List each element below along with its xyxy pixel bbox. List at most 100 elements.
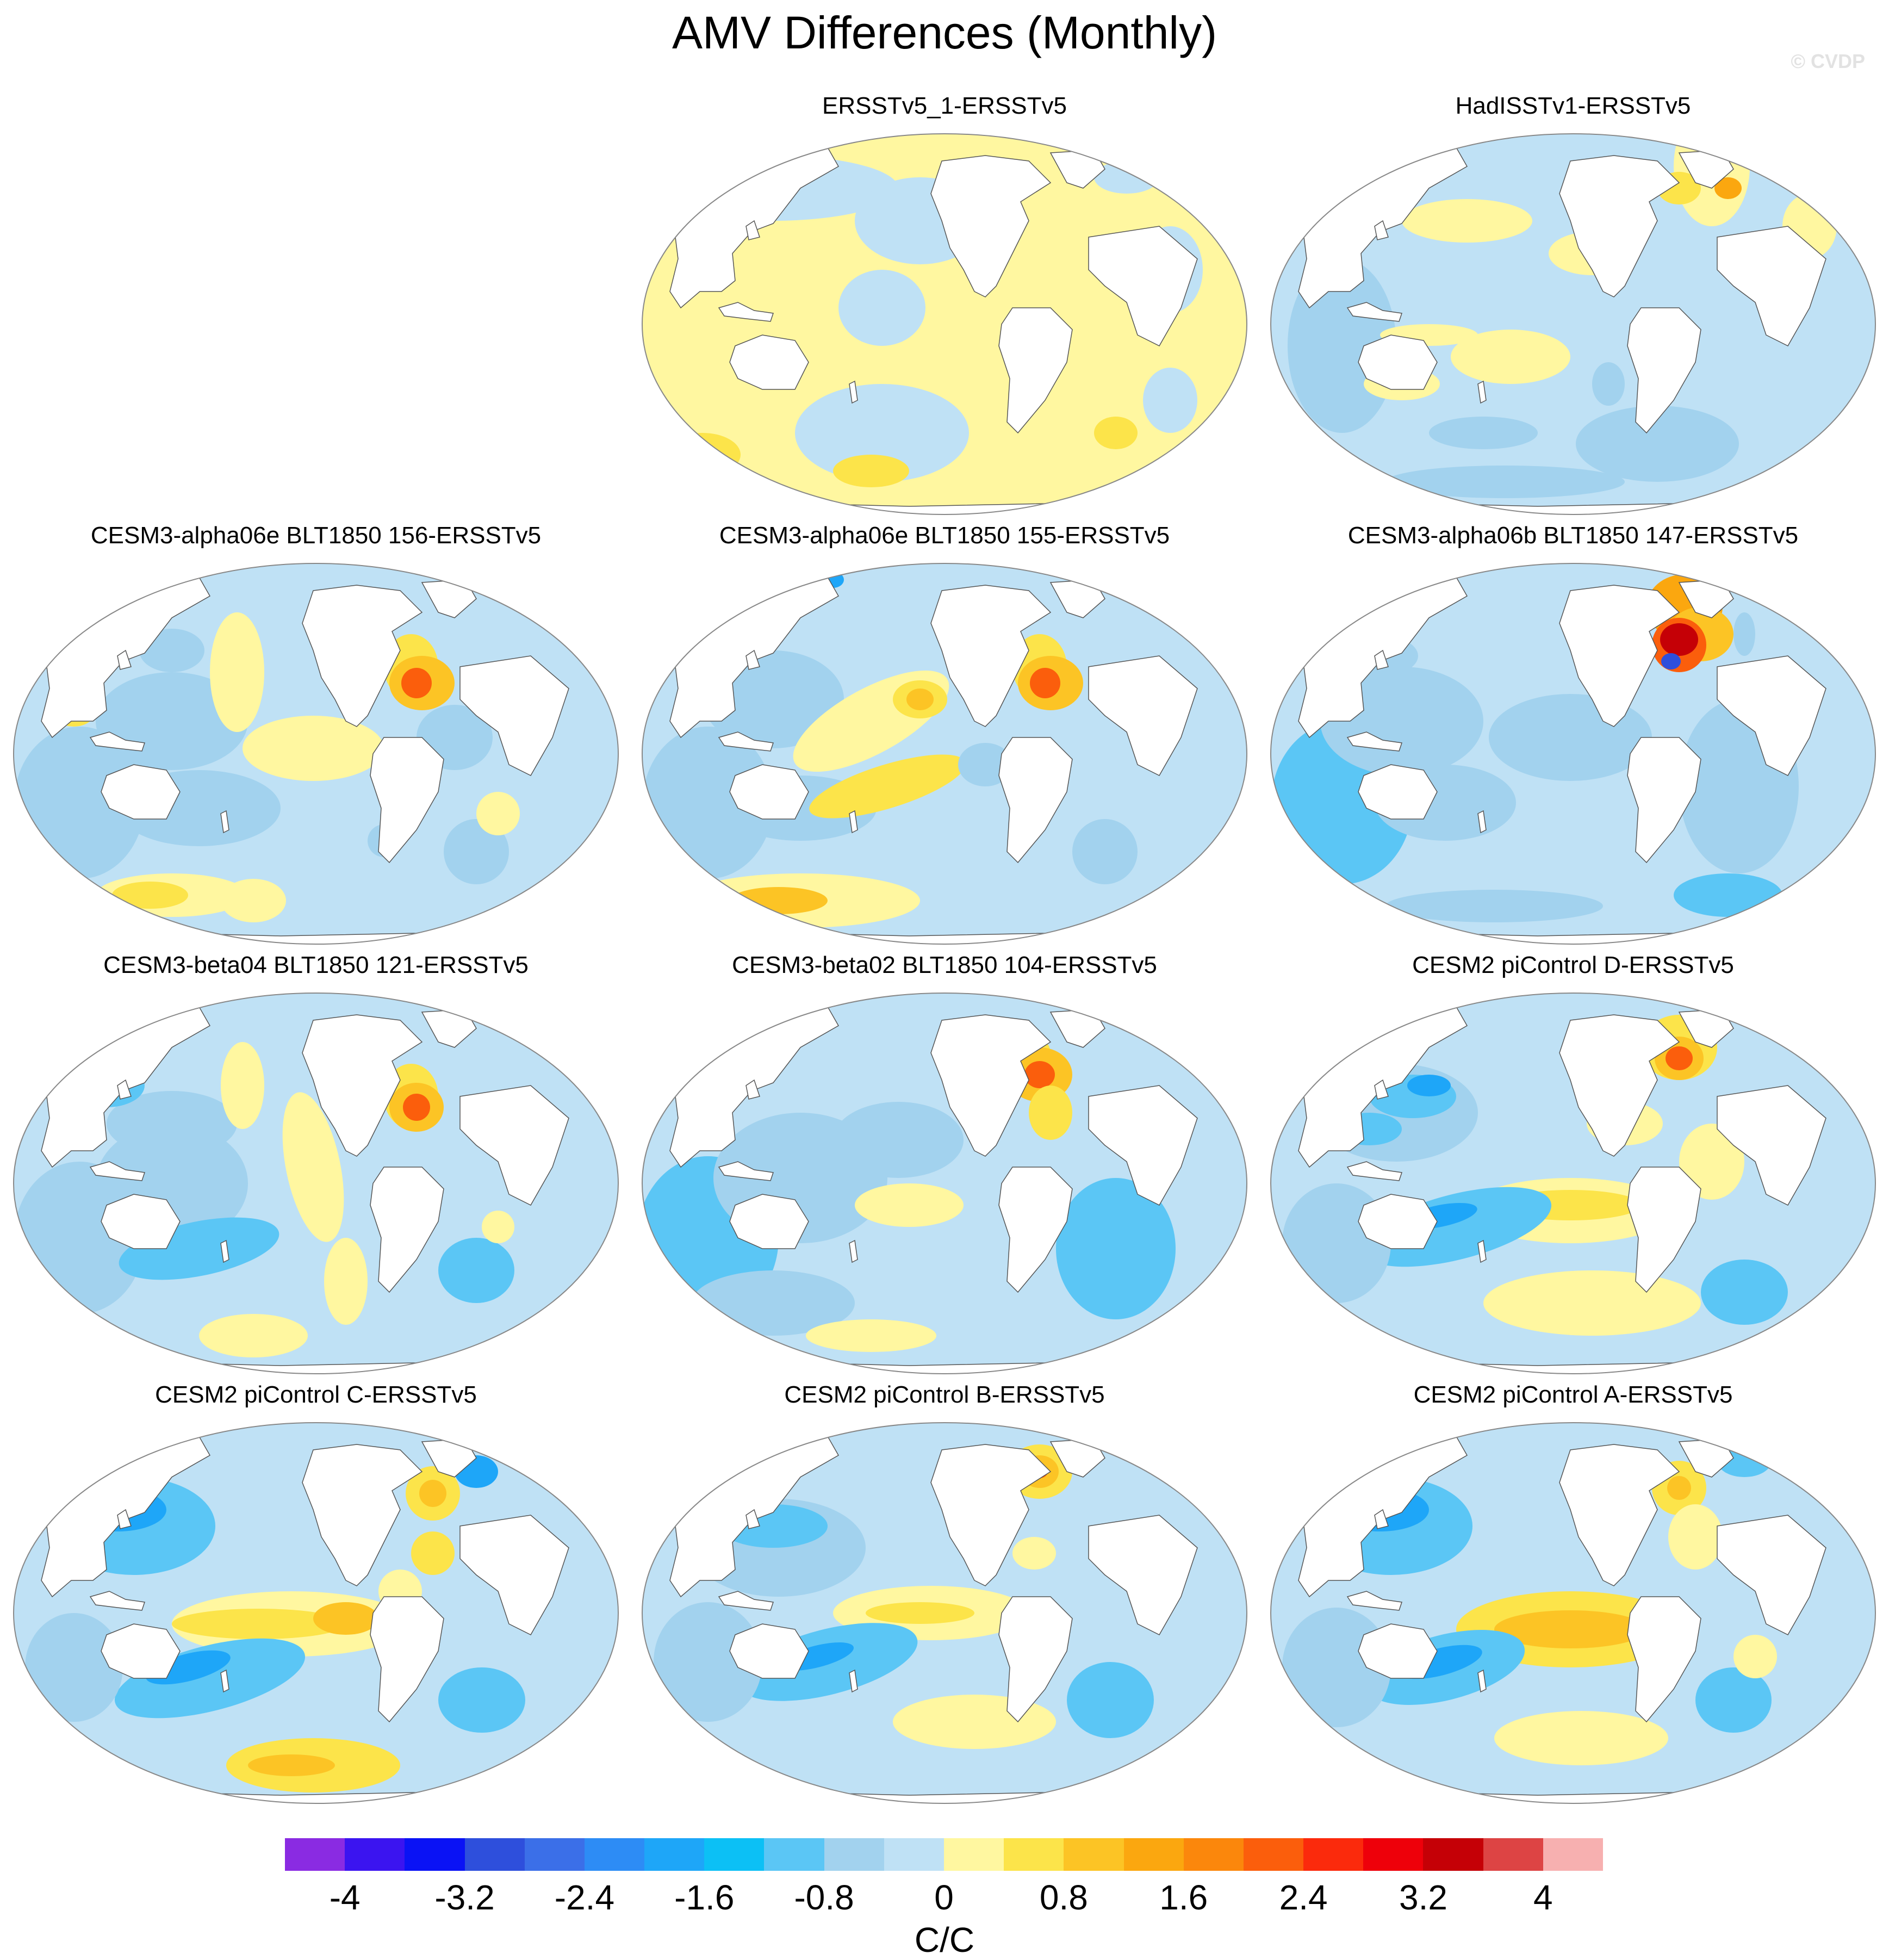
land-africa — [1717, 226, 1826, 346]
land-samerica — [370, 1596, 444, 1723]
land-newzealand — [220, 1669, 229, 1693]
map-border — [1270, 563, 1876, 945]
land-japan — [117, 1079, 132, 1100]
colorbar — [285, 1838, 1604, 1871]
land-japan — [1374, 220, 1389, 240]
map-border — [642, 993, 1247, 1374]
sst-anomaly-region — [866, 1602, 974, 1624]
sst-anomaly-region — [1094, 417, 1138, 449]
map-border — [13, 993, 619, 1374]
sst-anomaly-region — [809, 754, 966, 818]
colorbar-tick-label: -1.6 — [674, 1878, 735, 1917]
map-border — [13, 563, 619, 945]
colorbar-swatch — [644, 1838, 705, 1871]
land-africa — [1088, 1085, 1198, 1206]
sst-anomaly-region — [1592, 362, 1625, 406]
land-africa — [1088, 1515, 1198, 1635]
land-samerica — [370, 737, 444, 864]
panel-title: CESM2 piControl A-ERSSTv5 — [1413, 1381, 1733, 1408]
colorbar-swatch — [1064, 1838, 1124, 1871]
map-panel-cesm2-b: CESM2 piControl B-ERSSTv5 — [632, 1381, 1257, 1811]
colorbar-swatch — [1243, 1838, 1304, 1871]
land-samerica — [998, 1167, 1073, 1293]
land-samerica — [1627, 737, 1701, 864]
sst-anomaly-region — [855, 1183, 964, 1227]
land-namerica — [1559, 155, 1680, 297]
colorbar-swatch — [524, 1838, 585, 1871]
map-border — [1270, 993, 1876, 1374]
robinson-map — [642, 993, 1247, 1374]
figure-title: AMV Differences (Monthly) — [672, 7, 1217, 58]
sst-anomaly-region — [1030, 668, 1060, 698]
land-australia — [729, 1623, 809, 1679]
land-namerica — [1559, 1444, 1680, 1586]
sst-anomaly-region — [221, 879, 286, 922]
sst-anomaly-region — [248, 1754, 335, 1776]
sst-anomaly-region — [795, 384, 969, 482]
map-panel-beta02: CESM3-beta02 BLT1850 104-ERSSTv5 — [632, 952, 1257, 1381]
land-africa — [1717, 1515, 1826, 1635]
land-japan — [1374, 649, 1389, 670]
land-newzealand — [1477, 380, 1487, 404]
panel-title: CESM3-alpha06e BLT1850 156-ERSSTv5 — [90, 522, 542, 549]
sst-anomaly-region — [172, 1609, 346, 1639]
robinson-map — [642, 563, 1247, 945]
land-japan — [745, 1509, 760, 1529]
colorbar-tick-label: 0.8 — [1039, 1878, 1088, 1917]
sst-anomaly-region — [1402, 199, 1532, 243]
colorbar-unit: C/C — [914, 1920, 975, 1959]
sst-anomaly-region — [403, 1094, 430, 1121]
land-namerica — [1559, 585, 1680, 727]
land-australia — [729, 1194, 809, 1249]
sst-anomaly-region — [1407, 1075, 1451, 1096]
land-indonesia — [1346, 1591, 1402, 1611]
colorbar-swatch — [405, 1838, 465, 1871]
sst-anomaly-region — [411, 1531, 455, 1575]
colorbar-swatch — [1004, 1838, 1064, 1871]
land-indonesia — [1346, 1161, 1402, 1181]
sst-anomaly-region — [1576, 406, 1739, 482]
panel-title: CESM3-alpha06b BLT1850 147-ERSSTv5 — [1347, 522, 1799, 549]
sst-anomaly-region — [1271, 582, 1331, 610]
colorbar-tick-label: -0.8 — [794, 1878, 854, 1917]
colorbar-swatch — [1423, 1838, 1484, 1871]
sst-anomaly-region — [1451, 330, 1570, 384]
panel-title: HadISSTv1-ERSSTv5 — [1455, 92, 1691, 119]
sst-anomaly-region — [25, 1613, 123, 1722]
sst-anomaly-region — [1695, 1667, 1772, 1733]
map-panel-alpha156: CESM3-alpha06e BLT1850 156-ERSSTv5 — [3, 522, 629, 952]
map-panel-ersstv5-1: ERSSTv5_1-ERSSTv5 — [632, 92, 1257, 522]
land-samerica — [1627, 307, 1701, 434]
panel-title: CESM2 piControl C-ERSSTv5 — [155, 1381, 477, 1408]
land-africa — [459, 1515, 569, 1635]
land-newzealand — [849, 1669, 858, 1693]
sst-anomaly-region — [906, 689, 934, 710]
land-namerica — [930, 1444, 1052, 1586]
land-indonesia — [718, 1591, 774, 1611]
land-indonesia — [718, 731, 774, 752]
land-japan — [117, 649, 132, 670]
map-border — [642, 1422, 1247, 1804]
map-border — [1270, 1422, 1876, 1804]
sst-anomaly-region — [243, 716, 384, 781]
sst-anomaly-region — [1385, 466, 1625, 498]
sst-anomaly-region — [199, 1314, 308, 1357]
sst-anomaly-region — [438, 1667, 525, 1733]
colorbar-tick-label: 4 — [1533, 1878, 1553, 1917]
map-panel-alpha155: CESM3-alpha06e BLT1850 155-ERSSTv5 — [632, 522, 1257, 952]
colorbar-tick-label: 1.6 — [1159, 1878, 1208, 1917]
robinson-map — [13, 563, 619, 945]
sst-anomaly-region — [1679, 1124, 1744, 1200]
colorbar-tick-label: 2.4 — [1279, 1878, 1328, 1917]
land-japan — [745, 1079, 760, 1100]
sst-anomaly-region — [1029, 1086, 1072, 1140]
sst-anomaly-region — [833, 455, 909, 487]
sst-anomaly-region — [444, 819, 509, 884]
land-newzealand — [849, 380, 858, 404]
colorbar-swatch — [1363, 1838, 1424, 1871]
panel-title: CESM3-beta04 BLT1850 121-ERSSTv5 — [103, 952, 529, 978]
land-namerica — [930, 585, 1052, 727]
colorbar-swatch — [285, 1838, 345, 1871]
sst-anomaly-region — [114, 1638, 306, 1719]
land-samerica — [1627, 1596, 1701, 1723]
